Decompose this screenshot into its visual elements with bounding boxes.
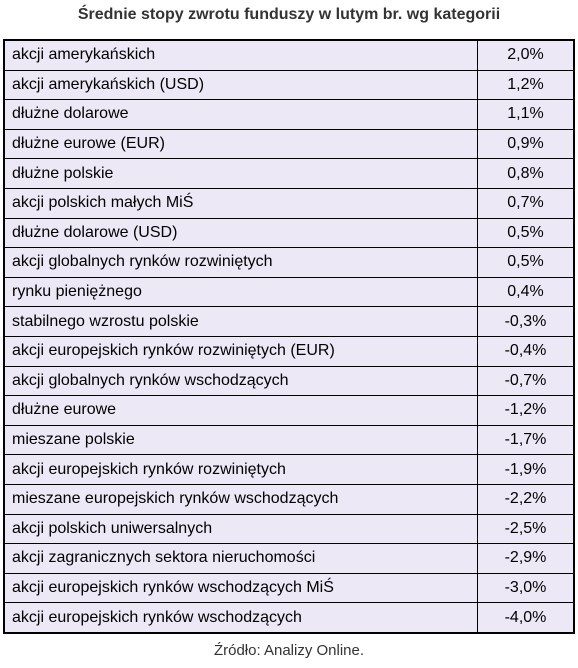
value-cell: -0,4% [477, 335, 575, 367]
category-cell: akcji zagranicznych sektora nieruchomośc… [3, 543, 478, 574]
value-cell: 1,2% [477, 69, 575, 101]
table-row: mieszane polskie -1,7% [3, 424, 575, 456]
category-cell: dłużne polskie [3, 158, 478, 189]
category-cell: dłużne eurowe [3, 395, 478, 426]
category-cell: akcji polskich małych MiŚ [3, 187, 478, 219]
table-row: akcji europejskich rynków wschodzących M… [3, 572, 575, 604]
value-cell: 0,4% [477, 276, 575, 308]
table-body: akcji amerykańskich 2,0% akcji amerykański… [3, 39, 575, 634]
category-cell: akcji europejskich rynków wschodzących [3, 602, 478, 634]
category-cell: akcji polskich uniwersalnych [3, 513, 478, 545]
table-row: dłużne dolarowe 1,1% [3, 99, 575, 130]
table-row: akcji amerykańskich (USD) 1,2% [3, 69, 575, 101]
value-cell: -2,9% [477, 543, 575, 574]
category-cell: dłużne dolarowe (USD) [3, 217, 478, 249]
value-cell: -1,7% [477, 424, 575, 456]
table-row: dłużne dolarowe (USD) 0,5% [3, 217, 575, 249]
category-cell: akcji globalnych rynków rozwiniętych [3, 247, 478, 278]
category-cell: mieszane europejskich rynków wschodzącyc… [3, 483, 478, 515]
table-row: akcji zagranicznych sektora nieruchomośc… [3, 543, 575, 574]
value-cell: -1,2% [477, 395, 575, 426]
value-cell: -3,0% [477, 572, 575, 604]
value-cell: 0,5% [477, 217, 575, 249]
value-cell: -1,9% [477, 454, 575, 485]
category-cell: dłużne eurowe (EUR) [3, 128, 478, 160]
value-cell: 1,1% [477, 99, 575, 130]
chart-title: Średnie stopy zwrotu funduszy w lutym br… [77, 6, 501, 23]
value-cell: -0,3% [477, 306, 575, 337]
value-cell: 0,7% [477, 187, 575, 219]
value-cell: 2,0% [477, 39, 575, 71]
returns-table: akcji amerykańskich 2,0% akcji amerykański… [3, 39, 575, 634]
table-row: mieszane europejskich rynków wschodzącyc… [3, 483, 575, 515]
table-row: dłużne eurowe (EUR) 0,9% [3, 128, 575, 160]
category-cell: stabilnego wzrostu polskie [3, 306, 478, 337]
table-row: akcji globalnych rynków rozwiniętych 0,5% [3, 247, 575, 278]
table-row: akcji polskich małych MiŚ 0,7% [3, 187, 575, 219]
category-cell: dłużne dolarowe [3, 99, 478, 130]
table-row: akcji polskich uniwersalnych -2,5% [3, 513, 575, 545]
value-cell: 0,9% [477, 128, 575, 160]
value-cell: -2,2% [477, 483, 575, 515]
table-row: akcji europejskich rynków wschodzących -4… [3, 602, 575, 634]
table-row: stabilnego wzrostu polskie -0,3% [3, 306, 575, 337]
source-note: Źródło: Analizy Online. [213, 642, 365, 659]
table-row: akcji europejskich rynków rozwiniętych (… [3, 335, 575, 367]
category-cell: akcji amerykańskich [3, 39, 478, 71]
category-cell: akcji europejskich rynków rozwiniętych [3, 454, 478, 485]
value-cell: 0,5% [477, 247, 575, 278]
table-row: dłużne polskie 0,8% [3, 158, 575, 189]
category-cell: akcji globalnych rynków wschodzących [3, 365, 478, 397]
value-cell: -4,0% [477, 602, 575, 634]
category-cell: akcji amerykańskich (USD) [3, 69, 478, 101]
category-cell: rynku pieniężnego [3, 276, 478, 308]
table-row: dłużne eurowe -1,2% [3, 395, 575, 426]
value-cell: 0,8% [477, 158, 575, 189]
category-cell: akcji europejskich rynków rozwiniętych (… [3, 335, 478, 367]
table-row: akcji europejskich rynków rozwiniętych -1… [3, 454, 575, 485]
category-cell: akcji europejskich rynków wschodzących M… [3, 572, 478, 604]
value-cell: -2,5% [477, 513, 575, 545]
table-row: akcji amerykańskich 2,0% [3, 39, 575, 71]
value-cell: -0,7% [477, 365, 575, 397]
category-cell: mieszane polskie [3, 424, 478, 456]
table-row: rynku pieniężnego 0,4% [3, 276, 575, 308]
table-row: akcji globalnych rynków wschodzących -0,7… [3, 365, 575, 397]
